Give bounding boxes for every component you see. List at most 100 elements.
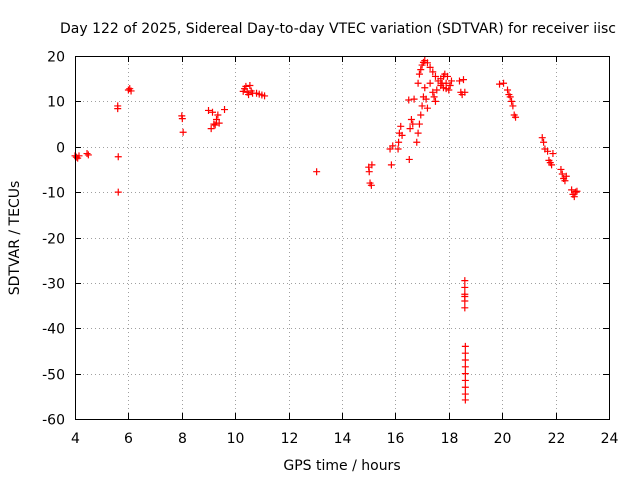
data-point — [429, 88, 437, 96]
y-tick-label: -60 — [42, 413, 65, 429]
data-point — [242, 82, 250, 90]
data-point — [368, 161, 376, 169]
data-point — [461, 363, 469, 371]
data-point — [544, 147, 552, 155]
data-point — [538, 134, 546, 142]
data-point — [418, 102, 426, 110]
data-point — [221, 106, 229, 114]
data-point — [417, 111, 425, 119]
x-tick-label: 24 — [601, 431, 619, 447]
data-points — [71, 57, 581, 404]
data-point — [179, 128, 187, 136]
data-point — [443, 72, 451, 80]
y-tick-label: 0 — [56, 141, 65, 157]
data-point — [365, 168, 373, 176]
data-point — [549, 150, 557, 158]
data-point — [127, 87, 135, 95]
data-point — [496, 80, 504, 88]
x-tick-labels: 4 6 8 10 12 14 16 18 20 22 24 — [71, 431, 618, 447]
data-point — [445, 86, 453, 94]
data-point — [246, 81, 254, 89]
x-tick-label: 20 — [494, 431, 512, 447]
data-point — [207, 125, 215, 133]
data-point — [426, 63, 434, 71]
x-tick-label: 14 — [334, 431, 352, 447]
data-point — [461, 396, 469, 404]
data-point — [509, 102, 517, 110]
data-point — [394, 145, 402, 153]
data-point — [405, 155, 413, 163]
data-point — [558, 170, 566, 178]
data-point — [414, 129, 422, 137]
data-point — [431, 97, 439, 105]
data-point — [83, 150, 91, 158]
y-axis-label: SDTVAR / TECUs — [7, 181, 23, 296]
data-point — [178, 115, 186, 123]
data-point — [430, 93, 438, 101]
data-point — [215, 119, 223, 127]
y-tick-label: 20 — [47, 50, 65, 66]
data-point — [313, 168, 321, 176]
data-point — [447, 77, 455, 85]
data-point — [211, 121, 219, 129]
data-point — [461, 304, 469, 312]
data-point — [455, 77, 463, 85]
data-point — [572, 188, 580, 196]
y-tick-label: 10 — [47, 95, 65, 111]
data-point — [389, 142, 397, 150]
x-tick-label: 4 — [71, 431, 80, 447]
data-point — [548, 161, 556, 169]
data-point — [426, 79, 434, 87]
data-point — [461, 283, 469, 291]
data-point — [245, 91, 253, 99]
data-point — [209, 108, 217, 116]
data-point — [446, 81, 454, 89]
data-point — [415, 120, 423, 128]
data-point — [504, 86, 512, 94]
y-tick-label: -30 — [42, 277, 65, 293]
y-tick-label: -10 — [42, 186, 65, 202]
data-point — [461, 342, 469, 350]
data-point — [413, 138, 421, 146]
data-point — [261, 92, 269, 100]
data-point — [114, 105, 122, 113]
data-point — [461, 370, 469, 378]
data-point — [459, 76, 467, 84]
data-point — [410, 95, 418, 103]
data-point — [213, 116, 221, 124]
data-point — [414, 79, 422, 87]
axis-ticks — [75, 56, 610, 420]
data-point — [431, 72, 439, 80]
data-point — [461, 383, 469, 391]
x-tick-label: 22 — [548, 431, 566, 447]
data-point — [423, 59, 431, 67]
data-point — [387, 161, 395, 169]
data-point — [433, 86, 441, 94]
x-axis-label: GPS time / hours — [283, 458, 400, 474]
x-tick-label: 12 — [281, 431, 299, 447]
data-point — [407, 116, 415, 124]
data-point — [562, 172, 570, 180]
data-point — [114, 153, 122, 161]
x-tick-label: 6 — [124, 431, 133, 447]
data-point — [114, 188, 122, 196]
x-tick-label: 18 — [441, 431, 459, 447]
y-tick-label: -50 — [42, 368, 65, 384]
data-point — [423, 104, 431, 112]
data-point — [429, 68, 437, 76]
data-point — [561, 177, 569, 185]
data-point — [461, 88, 469, 96]
x-tick-label: 10 — [227, 431, 245, 447]
data-point — [406, 125, 414, 133]
y-tick-label: -20 — [42, 232, 65, 248]
data-point — [397, 122, 405, 130]
data-point — [461, 390, 469, 398]
data-point — [557, 165, 565, 173]
x-tick-label: 8 — [178, 431, 187, 447]
data-point — [395, 138, 403, 146]
data-point — [84, 151, 92, 159]
data-point — [500, 79, 508, 87]
data-point — [405, 96, 413, 104]
data-point — [75, 152, 83, 160]
